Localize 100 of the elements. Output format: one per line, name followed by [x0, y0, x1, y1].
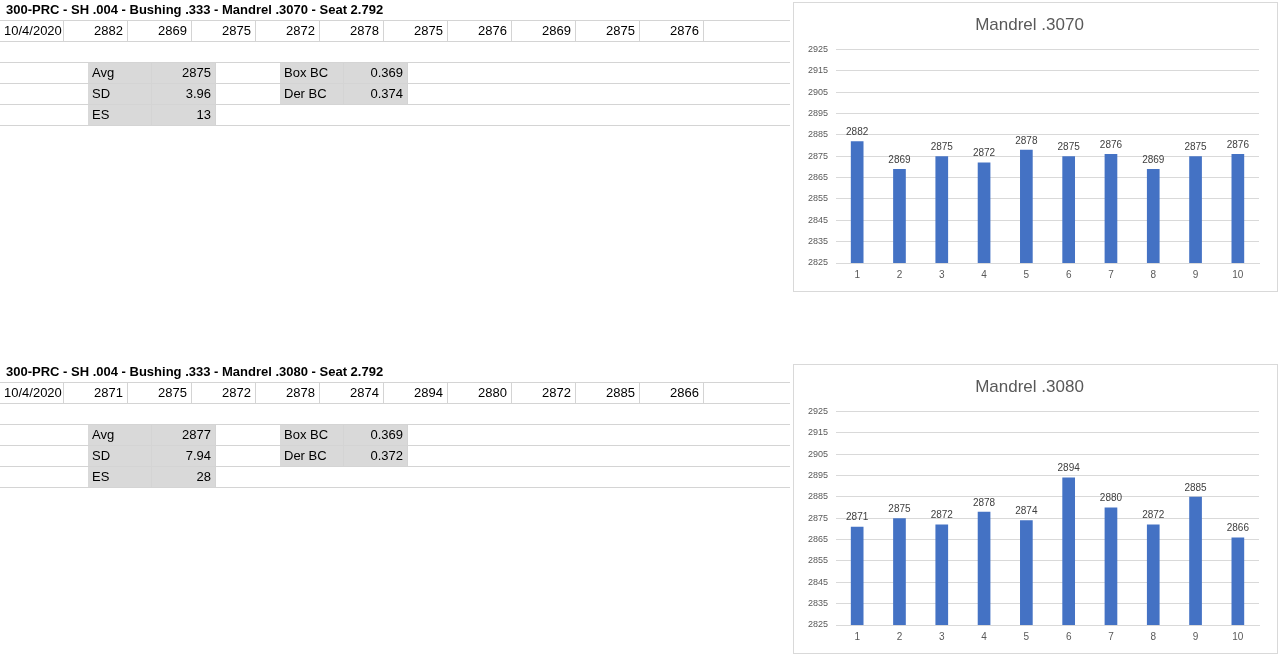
y-tick-label: 2905 — [807, 448, 829, 459]
data-label: 2872 — [930, 509, 954, 521]
y-tick-label: 2925 — [807, 43, 829, 54]
x-tick-label: 7 — [1108, 268, 1115, 280]
y-tick-label: 2915 — [807, 427, 829, 438]
text: 2872 — [192, 383, 256, 403]
text: 2877 — [152, 425, 216, 445]
data-label: 2894 — [1057, 462, 1081, 474]
text: 2894 — [384, 383, 448, 403]
text: Der BC — [280, 446, 344, 466]
data-label: 2878 — [1015, 134, 1038, 146]
text: 13 — [152, 105, 216, 125]
x-tick-label: 6 — [1065, 630, 1072, 642]
data-label: 2885 — [1184, 481, 1208, 493]
text: 2869 — [512, 21, 576, 41]
data-label: 2872 — [1142, 509, 1165, 521]
text: 2866 — [640, 383, 704, 403]
text: Box BC — [280, 63, 344, 83]
y-tick-label: 2835 — [807, 598, 829, 609]
data-label: 2876 — [1226, 138, 1250, 150]
text: 3.96 — [152, 84, 216, 104]
x-tick-label: 1 — [854, 630, 861, 642]
y-tick-label: 2925 — [807, 405, 829, 416]
x-tick-label: 4 — [981, 630, 988, 642]
data-label: 2874 — [1015, 505, 1038, 517]
text: 2871 — [64, 383, 128, 403]
text: 300-PRC - SH .004 - Bushing .333 - Mandrel .3080 - Seat 2.792 — [0, 362, 790, 383]
text: ES — [88, 467, 152, 487]
text: ES — [88, 105, 152, 125]
text: Der BC — [280, 84, 344, 104]
y-tick-label: 2865 — [807, 172, 829, 183]
y-tick-label: 2855 — [807, 555, 829, 566]
data-label: 2871 — [846, 511, 869, 523]
data-label: 2882 — [846, 126, 869, 137]
text: 10/4/2020 — [0, 21, 64, 41]
text: 2875 — [576, 21, 640, 41]
data-label: 2880 — [1099, 492, 1123, 504]
x-tick-label: 8 — [1150, 630, 1157, 642]
data-label: 2875 — [1057, 140, 1081, 152]
x-tick-label: 7 — [1108, 630, 1115, 642]
text: 7.94 — [152, 446, 216, 466]
text: 0.369 — [344, 425, 408, 445]
text: 300-PRC - SH .004 - Bushing .333 - Mandrel .3070 - Seat 2.792 — [0, 0, 790, 21]
x-tick-label: 3 — [938, 630, 945, 642]
y-tick-label: 2905 — [807, 86, 829, 97]
y-tick-label: 2825 — [807, 619, 829, 630]
data-label: 2876 — [1099, 138, 1123, 150]
text: 2875 — [128, 383, 192, 403]
x-tick-label: 5 — [1023, 630, 1030, 642]
text: 2875 — [152, 63, 216, 83]
x-tick-label: 5 — [1023, 268, 1030, 280]
x-tick-label: 2 — [896, 630, 903, 642]
data-label: 2866 — [1226, 522, 1250, 534]
x-tick-label: 3 — [938, 268, 945, 280]
text: 28 — [152, 467, 216, 487]
x-tick-label: 9 — [1192, 268, 1199, 280]
y-tick-label: 2885 — [807, 491, 829, 502]
x-tick-label: 2 — [896, 268, 903, 280]
y-tick-label: 2885 — [807, 129, 829, 140]
x-tick-label: 9 — [1192, 630, 1199, 642]
chart-title: Mandrel .3070 — [975, 14, 1084, 34]
x-tick-label: 10 — [1232, 268, 1244, 280]
text: SD — [88, 446, 152, 466]
text: 2872 — [256, 21, 320, 41]
data-label: 2869 — [1142, 153, 1165, 165]
text: 2885 — [576, 383, 640, 403]
text: 2874 — [320, 383, 384, 403]
x-tick-label: 6 — [1065, 268, 1072, 280]
data-label: 2875 — [1184, 140, 1208, 152]
text: Avg — [88, 63, 152, 83]
y-tick-label: 2915 — [807, 65, 829, 76]
text: 2880 — [448, 383, 512, 403]
text: 0.369 — [344, 63, 408, 83]
text: 2876 — [640, 21, 704, 41]
text: Box BC — [280, 425, 344, 445]
x-tick-label: 8 — [1150, 268, 1157, 280]
y-tick-label: 2875 — [807, 512, 829, 523]
text: 0.372 — [344, 446, 408, 466]
text: 2882 — [64, 21, 128, 41]
text: 2875 — [192, 21, 256, 41]
y-tick-label: 2845 — [807, 576, 829, 587]
x-tick-label: 10 — [1232, 630, 1244, 642]
text: 2878 — [320, 21, 384, 41]
text: 2875 — [384, 21, 448, 41]
text: 2876 — [448, 21, 512, 41]
text: 2869 — [128, 21, 192, 41]
text: 2878 — [256, 383, 320, 403]
y-tick-label: 2825 — [807, 257, 829, 268]
y-tick-label: 2875 — [807, 150, 829, 161]
y-tick-label: 2835 — [807, 236, 829, 247]
text: 10/4/2020 — [0, 383, 64, 403]
chart-title: Mandrel .3080 — [975, 376, 1084, 396]
data-label: 2875 — [930, 140, 954, 152]
text: Avg — [88, 425, 152, 445]
y-tick-label: 2845 — [807, 214, 829, 225]
data-label: 2872 — [972, 147, 996, 159]
text: SD — [88, 84, 152, 104]
y-tick-label: 2895 — [807, 107, 829, 118]
y-tick-label: 2855 — [807, 193, 829, 204]
text: 0.374 — [344, 84, 408, 104]
